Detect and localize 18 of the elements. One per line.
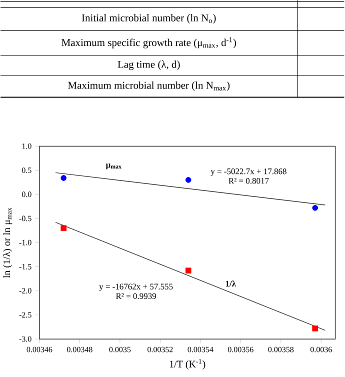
annotation: R² = 0.8017 xyxy=(228,178,269,184)
point xyxy=(186,268,192,274)
point xyxy=(60,175,67,181)
annotation: R² = 0.9939 xyxy=(116,293,156,300)
text: Initial microbial number (ln N$_{o}$) xyxy=(82,14,216,24)
annotation: y = -5022.7x + 17.868 xyxy=(210,168,287,176)
point xyxy=(312,326,318,332)
annotation: μ$_{max}$ xyxy=(106,164,122,170)
y-axis-title: ln (1/λ) or ln μ$_{max}$ xyxy=(3,208,12,278)
text: Lag time (λ, d) xyxy=(118,60,180,70)
text: Maximum specific growth rate (μ$_{max}$, d$^{-1}$) xyxy=(62,37,236,48)
annotation: 1/λ xyxy=(226,280,236,287)
point xyxy=(60,225,67,232)
annotation: y = -16762x + 57.555 xyxy=(99,284,173,292)
x-axis-title: 1/T (K$^{-1}$) xyxy=(170,359,206,370)
text: Maximum microbial number (ln N$_{max}$) xyxy=(68,81,230,91)
point xyxy=(312,205,318,211)
point xyxy=(186,177,192,183)
